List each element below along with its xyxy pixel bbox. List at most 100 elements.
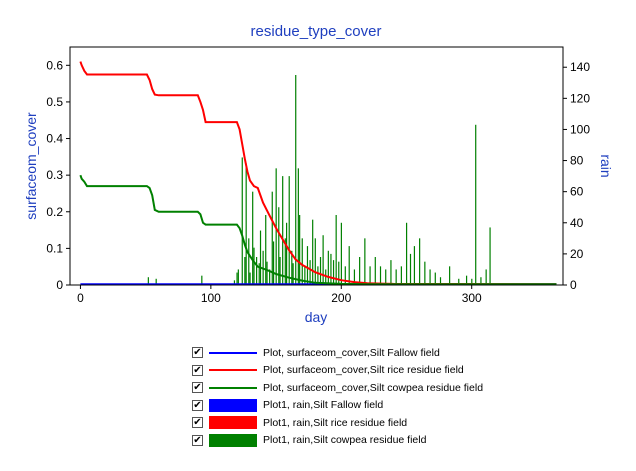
rain-bar bbox=[409, 253, 412, 285]
x-axis-label: day bbox=[305, 309, 328, 325]
legend-swatch bbox=[209, 416, 257, 429]
rain-bar bbox=[471, 278, 473, 285]
rain-bar bbox=[475, 124, 477, 286]
rain-bar bbox=[258, 263, 260, 285]
rain-bar bbox=[340, 222, 342, 285]
rain-bar bbox=[374, 257, 376, 285]
rain-bar bbox=[292, 263, 294, 285]
rain-bar bbox=[297, 168, 299, 285]
rain-bar bbox=[252, 191, 254, 285]
rain-bar bbox=[312, 219, 314, 285]
rain-bar bbox=[155, 278, 157, 285]
chart-area: residue_type_cover 0 100 200 300 0 0.1 0.2 0.3 0… bbox=[23, 23, 614, 325]
series-line bbox=[79, 174, 557, 286]
x-tick-label: 0 bbox=[77, 291, 84, 305]
rain-bar bbox=[291, 250, 293, 285]
rain-bar bbox=[147, 277, 149, 285]
rain-bar bbox=[256, 257, 258, 285]
y-tick-label: 0.3 bbox=[46, 168, 63, 182]
legend-checkbox[interactable]: ✔ bbox=[192, 364, 203, 376]
rain-bar bbox=[301, 238, 303, 285]
rain-bar bbox=[379, 266, 382, 285]
y-tick-label: 0.1 bbox=[46, 241, 63, 255]
rain-bar bbox=[424, 261, 426, 285]
rain-bar bbox=[237, 269, 239, 285]
legend-item-cowpea-cover[interactable]: ✔ Plot, surfaceom_cover,Silt cowpea resi… bbox=[192, 379, 483, 396]
x-tick-label: 100 bbox=[201, 291, 221, 305]
rain-bar bbox=[236, 272, 238, 285]
legend-item-fallow-cover[interactable]: ✔ Plot, surfaceom_cover,Silt Fallow fiel… bbox=[192, 344, 483, 361]
rain-bar bbox=[266, 261, 268, 285]
rain-bar bbox=[485, 269, 487, 285]
x-tick-label: 300 bbox=[462, 291, 482, 305]
y2-tick-label: 80 bbox=[570, 154, 584, 168]
y-tick-label: 0.4 bbox=[46, 132, 63, 146]
legend-item-cowpea-rain[interactable]: ✔ Plot1, rain,Silt cowpea residue field bbox=[192, 432, 483, 449]
rain-bar bbox=[344, 266, 346, 285]
rain-bar bbox=[327, 250, 329, 285]
rain-bar bbox=[364, 238, 366, 285]
rain-bar bbox=[458, 278, 460, 285]
x-tick-label: 200 bbox=[331, 291, 351, 305]
rain-bar bbox=[245, 163, 247, 285]
rain-bar bbox=[253, 247, 255, 285]
axes: 0 100 200 300 0 0.1 0.2 0.3 0.4 0.5 0.6 0 20 40 60 80 10… bbox=[46, 58, 590, 305]
rain-bar bbox=[338, 261, 340, 285]
legend-checkbox[interactable]: ✔ bbox=[192, 347, 203, 358]
y-tick-label: 0.2 bbox=[46, 205, 63, 219]
rain-bar bbox=[359, 257, 361, 285]
rain-bar bbox=[480, 277, 482, 285]
rain-bar bbox=[272, 241, 275, 285]
legend-checkbox[interactable]: ✔ bbox=[192, 417, 203, 428]
rain-bar bbox=[271, 191, 273, 285]
rain-bar bbox=[319, 257, 322, 285]
legend-item-fallow-rain[interactable]: ✔ Plot1, rain,Silt Fallow field bbox=[192, 397, 483, 414]
y2-tick-label: 100 bbox=[570, 122, 590, 136]
legend-checkbox[interactable]: ✔ bbox=[192, 399, 203, 411]
rain-bar bbox=[282, 176, 284, 285]
y-tick-label: 0.6 bbox=[46, 58, 63, 72]
rain-bar bbox=[249, 272, 251, 285]
y2-tick-label: 60 bbox=[570, 185, 584, 199]
rain-bar bbox=[390, 260, 392, 285]
rain-bar bbox=[286, 222, 288, 285]
rain-bar bbox=[413, 246, 416, 285]
rain-bar bbox=[322, 235, 324, 285]
rain-bar bbox=[348, 246, 350, 285]
y2-tick-label: 0 bbox=[570, 278, 577, 292]
chart-title: residue_type_cover bbox=[251, 23, 382, 40]
rain-bar bbox=[369, 266, 371, 285]
legend-label: Plot1, rain,Silt cowpea residue field bbox=[263, 434, 427, 446]
rain-bar bbox=[465, 275, 468, 285]
rain-bar bbox=[314, 238, 316, 285]
rain-bar bbox=[335, 215, 337, 285]
y2-tick-label: 20 bbox=[570, 247, 584, 261]
rain-bar bbox=[278, 207, 280, 285]
rain-bar bbox=[332, 260, 335, 285]
rain-bar bbox=[304, 266, 306, 285]
y-axis-label: surfaceom_cover bbox=[23, 112, 39, 220]
rain-bar bbox=[317, 266, 319, 285]
rain-bar bbox=[259, 230, 262, 285]
plot-content bbox=[79, 61, 557, 286]
rain-bar bbox=[395, 269, 397, 285]
y2-axis-label: rain bbox=[598, 154, 614, 177]
y2-tick-label: 120 bbox=[570, 91, 590, 105]
rain-bar bbox=[489, 227, 491, 285]
rain-bar bbox=[309, 260, 311, 285]
rain-bar bbox=[284, 238, 286, 285]
rain-bar bbox=[330, 253, 332, 285]
legend-item-rice-rain[interactable]: ✔ Plot1, rain,Silt rice residue field bbox=[192, 414, 483, 431]
legend-checkbox[interactable]: ✔ bbox=[192, 434, 203, 446]
legend-label: Plot, surfaceom_cover,Silt Fallow field bbox=[263, 346, 440, 359]
legend-item-rice-cover[interactable]: ✔ Plot, surfaceom_cover,Silt rice residu… bbox=[192, 362, 483, 379]
rain-bar bbox=[269, 269, 271, 285]
rain-bar bbox=[353, 269, 356, 285]
rain-bar bbox=[400, 266, 402, 285]
rain-bar bbox=[299, 215, 301, 285]
legend-swatch bbox=[209, 351, 257, 354]
legend-checkbox[interactable]: ✔ bbox=[192, 382, 203, 393]
y2-tick-label: 140 bbox=[570, 60, 590, 74]
rain-bar bbox=[325, 269, 327, 285]
y2-tick-label: 40 bbox=[570, 216, 584, 230]
